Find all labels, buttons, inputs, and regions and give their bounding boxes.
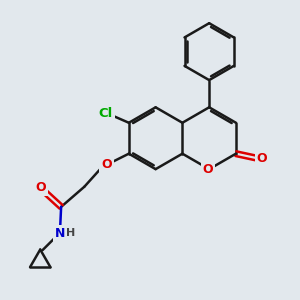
Text: O: O — [36, 181, 46, 194]
Text: O: O — [257, 152, 267, 165]
Text: Cl: Cl — [98, 107, 113, 120]
Text: N: N — [54, 226, 65, 240]
Text: H: H — [66, 227, 75, 238]
Text: O: O — [202, 163, 213, 176]
Text: O: O — [101, 158, 112, 171]
